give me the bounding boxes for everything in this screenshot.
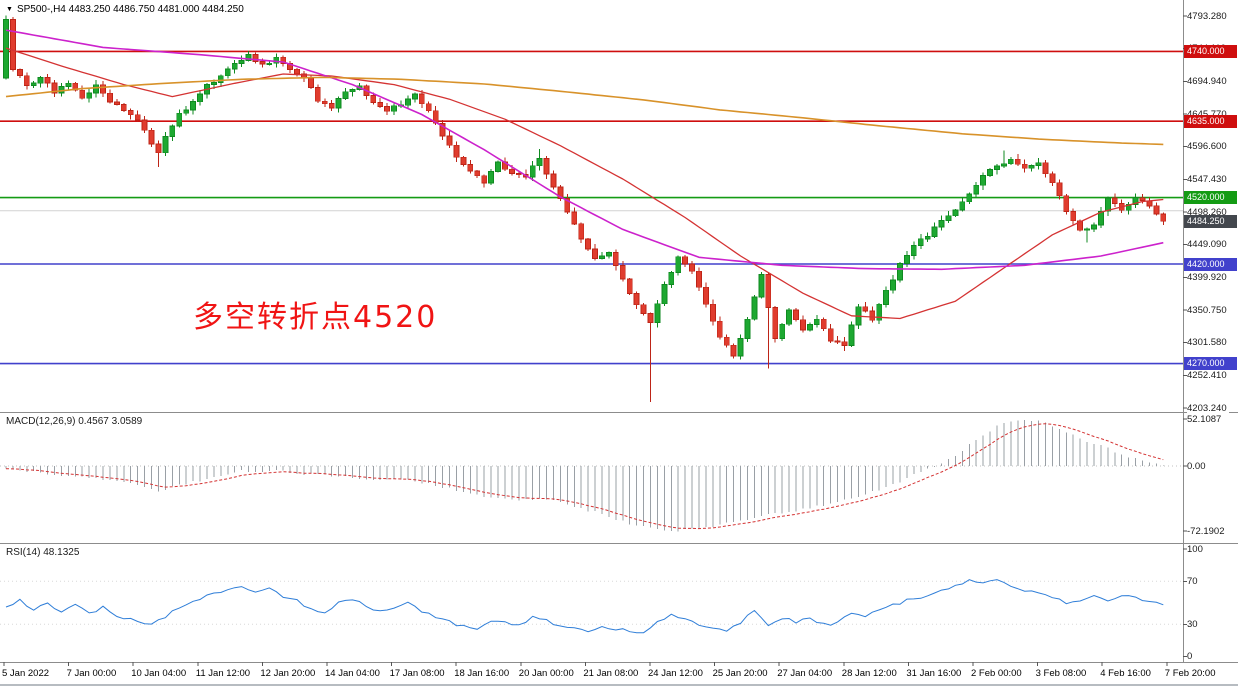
price-axis-label: 4449.090	[1187, 239, 1229, 251]
rsi-panel-title: RSI(14) 48.1325	[6, 547, 80, 558]
price-panel[interactable]	[0, 15, 1183, 402]
time-axis-label: 20 Jan 00:00	[518, 668, 574, 679]
ma-line-mid-magenta	[5, 29, 1164, 271]
price-axis-label: 4399.920	[1187, 271, 1229, 283]
macd-axis-label: 52.1087	[1187, 413, 1222, 425]
price-axis-label: 4203.240	[1187, 402, 1229, 414]
price-level-tag: 4520.000	[1184, 191, 1237, 205]
rsi-axis-label: 0	[1187, 651, 1193, 662]
time-axis-label: 27 Jan 04:00	[777, 668, 833, 679]
time-axis-label: 14 Jan 04:00	[325, 668, 380, 679]
panel-frame	[0, 0, 1238, 666]
window-bottom-border	[0, 684, 1238, 686]
time-axis-label: 4 Feb 16:00	[1100, 668, 1151, 679]
time-axis-label: 25 Jan 20:00	[712, 668, 768, 679]
time-axis-label: 17 Jan 08:00	[389, 668, 445, 679]
time-axis-label: 24 Jan 12:00	[648, 668, 703, 679]
rsi-axis-label: 30	[1187, 618, 1198, 630]
last-price-tag: 4484.250	[1184, 214, 1237, 228]
price-axis-label: 4793.280	[1187, 10, 1229, 22]
rsi-axis-label: 70	[1187, 575, 1198, 587]
time-axis-label: 7 Feb 20:00	[1164, 668, 1216, 679]
time-axis-label: 31 Jan 16:00	[906, 668, 962, 679]
price-axis-label: 4498.260	[1187, 206, 1229, 218]
macd-histogram	[5, 420, 1164, 532]
macd-panel-title: MACD(12,26,9) 0.4567 3.0589	[6, 416, 143, 427]
time-axis-label: 5 Jan 2022	[2, 668, 50, 679]
rsi-panel[interactable]	[0, 579, 1183, 634]
bull-bear-pivot-annotation[interactable]: 多空转折点4520	[193, 300, 438, 335]
time-axis-label: 21 Jan 08:00	[583, 668, 639, 679]
time-axis-label: 10 Jan 04:00	[131, 668, 187, 679]
symbol-info: ▼ SP500-,H4 4483.250 4486.750 4481.000 4…	[6, 4, 244, 15]
price-axis-label: 4694.940	[1187, 75, 1229, 87]
rsi-line	[5, 579, 1164, 634]
time-axis-label: 2 Feb 00:00	[971, 668, 1022, 679]
candlestick-series	[3, 15, 1167, 402]
ma-line-slow-orange	[5, 76, 1164, 146]
macd-axis-label: -72.1902	[1187, 525, 1225, 537]
price-level-tag: 4740.000	[1184, 44, 1237, 58]
price-axis-label: 4301.580	[1187, 337, 1229, 349]
ma-line-fast-red	[5, 47, 1164, 320]
macd-panel[interactable]	[0, 420, 1183, 532]
time-axis-label: 11 Jan 12:00	[195, 668, 251, 679]
macd-axis-label: 0.00	[1187, 460, 1206, 472]
price-level-tag: 4420.000	[1184, 257, 1237, 271]
price-axis-label: 4252.410	[1187, 369, 1229, 381]
symbol-ohlc-text: SP500-,H4 4483.250 4486.750 4481.000 448…	[16, 4, 244, 15]
price-level-tag: 4635.000	[1184, 114, 1237, 128]
price-level-tag: 4270.000	[1184, 357, 1237, 371]
time-axis-label: 28 Jan 12:00	[841, 668, 897, 679]
rsi-axis-label: 100	[1187, 543, 1203, 555]
price-axis-label: 4547.430	[1187, 173, 1229, 185]
symbol-marker-icon: ▼	[6, 5, 13, 13]
time-axis-label: 12 Jan 20:00	[260, 668, 316, 679]
time-axis-label: 3 Feb 08:00	[1035, 668, 1087, 679]
time-axis-label: 18 Jan 16:00	[454, 668, 510, 679]
price-axis-label: 4596.600	[1187, 141, 1229, 153]
time-axis-label: 7 Jan 00:00	[66, 668, 117, 679]
price-axis-label: 4645.770	[1187, 108, 1229, 120]
price-axis-label: 4350.750	[1187, 304, 1229, 316]
